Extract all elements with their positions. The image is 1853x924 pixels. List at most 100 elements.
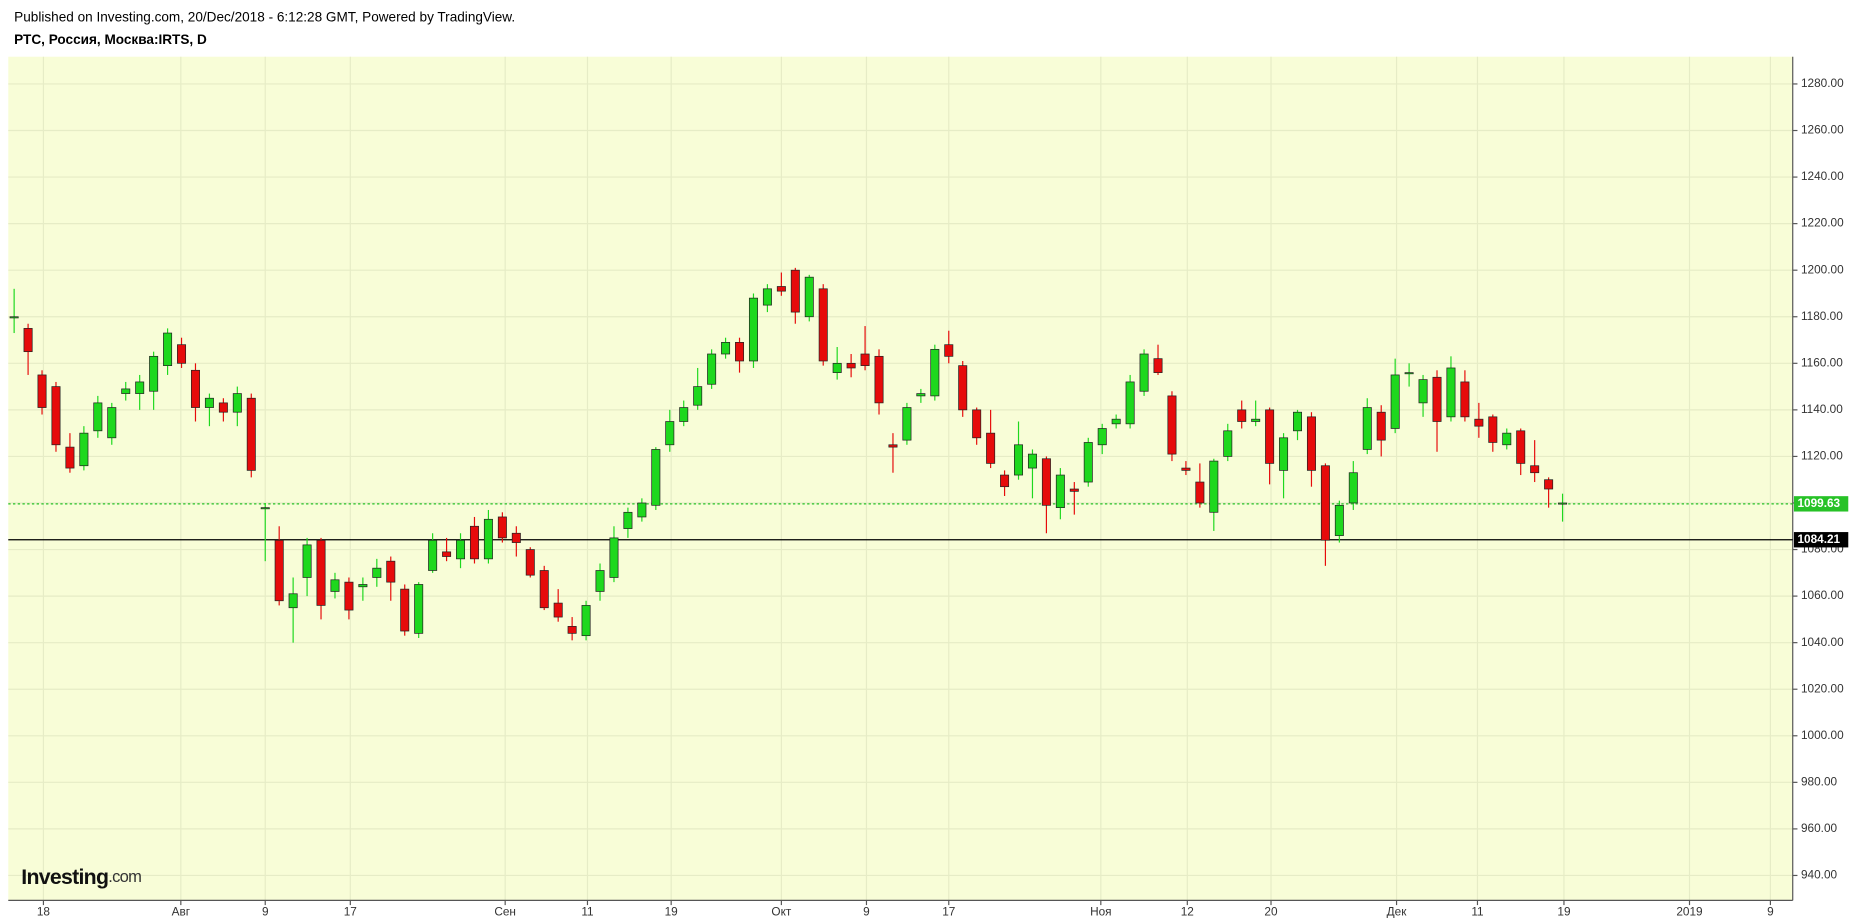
y-tick-label: 960.00 <box>1801 821 1838 835</box>
watermark-brand: Investing <box>21 865 108 889</box>
candle-body <box>790 269 800 313</box>
candle-body <box>1460 381 1470 418</box>
candle-body <box>288 593 298 609</box>
candle-body <box>693 386 703 406</box>
candle-body <box>804 276 814 318</box>
candle-body <box>260 507 270 510</box>
plot-area: 940.00 960.00 980.00 1000.00 1020.00 1040.00 1… <box>8 56 1849 918</box>
candle-body <box>1390 374 1400 429</box>
candle-body <box>1027 453 1037 469</box>
y-tick-label: 1200.00 <box>1801 262 1844 276</box>
candle-body <box>1083 442 1093 483</box>
candle-body <box>469 525 479 560</box>
y-tick-label: 1220.00 <box>1801 216 1844 230</box>
candle-body <box>986 432 996 464</box>
candle-body <box>1432 376 1442 422</box>
x-tick-label: 19 <box>665 904 678 918</box>
plot-background <box>8 56 1793 901</box>
candle-body <box>218 402 228 413</box>
candle-body <box>581 605 591 637</box>
candle-body <box>1279 437 1289 471</box>
candle-body <box>1474 418 1484 427</box>
candle-body <box>1348 472 1358 504</box>
x-tick-label: 11 <box>1471 904 1483 918</box>
candle-body <box>916 393 926 397</box>
x-tick-label: Ноя <box>1090 904 1111 918</box>
candle-body <box>135 381 145 394</box>
candle-body <box>1544 479 1554 490</box>
candle-body <box>344 581 354 611</box>
candle-body <box>930 348 940 397</box>
symbol-title: РТС, Россия, Москва:IRTS, D <box>14 32 207 47</box>
candle-body <box>107 407 117 439</box>
candle-body <box>1265 409 1275 464</box>
x-tick-label: 9 <box>863 904 870 918</box>
y-tick-label: 980.00 <box>1801 774 1838 788</box>
candle-body <box>246 397 256 471</box>
candle-body <box>1404 372 1414 375</box>
candle-body <box>1153 358 1163 373</box>
candle-body <box>204 397 214 408</box>
candle-body <box>762 288 772 306</box>
candle-body <box>190 369 200 408</box>
candle-body <box>1097 428 1107 446</box>
x-tick-label: 9 <box>1767 904 1774 918</box>
candle-body <box>846 362 856 369</box>
candle-body <box>483 518 493 560</box>
candle-body <box>372 567 382 578</box>
candle-body <box>1181 467 1191 471</box>
y-tick-label: 1020.00 <box>1801 681 1844 695</box>
y-tick-label: 1000.00 <box>1801 728 1844 742</box>
y-tick-label: 1040.00 <box>1801 635 1844 649</box>
candle-body <box>65 446 75 469</box>
candle-body <box>1293 411 1303 432</box>
candle-body <box>121 388 131 394</box>
y-tick-label: 1060.00 <box>1801 588 1844 602</box>
candle-body <box>1167 395 1177 455</box>
candle-body <box>79 432 89 467</box>
candle-body <box>1446 367 1456 418</box>
candle-body <box>51 386 61 446</box>
candle-body <box>651 449 661 506</box>
candle-body <box>442 551 452 557</box>
candle-body <box>1237 409 1247 422</box>
candle-body <box>1502 432 1512 446</box>
candle-body <box>9 316 19 319</box>
x-tick-label: Окт <box>771 904 791 918</box>
candle-body <box>958 365 968 411</box>
candle-body <box>944 344 954 357</box>
candle-body <box>1488 416 1498 443</box>
candle-body <box>1223 430 1233 457</box>
watermark-suffix: .com <box>108 867 141 886</box>
published-note: Published on Investing.com, 20/Dec/2018 … <box>14 9 515 24</box>
candle-body <box>888 444 898 448</box>
candle-body <box>553 602 563 618</box>
candle-body <box>400 588 410 632</box>
candle-body <box>567 626 577 634</box>
price-label-box <box>1793 496 1849 512</box>
candle-body <box>1209 460 1219 513</box>
candle-body <box>93 402 103 432</box>
x-tick-label: 9 <box>262 904 269 918</box>
candle-body <box>902 407 912 441</box>
candle-body <box>1516 430 1526 464</box>
candle-body <box>735 342 745 362</box>
candle-body <box>330 579 340 592</box>
candle-body <box>302 544 312 578</box>
candle-body <box>623 511 633 529</box>
candle-body <box>1111 418 1121 425</box>
candle-body <box>1041 458 1051 506</box>
candle-body <box>358 584 368 588</box>
candle-body <box>665 421 675 446</box>
candle-body <box>776 286 786 292</box>
x-tick-label: 11 <box>581 904 593 918</box>
y-tick-label: 1260.00 <box>1801 123 1844 137</box>
candle-body <box>456 539 466 560</box>
candle-body <box>972 409 982 439</box>
y-tick-label: 1140.00 <box>1801 402 1843 416</box>
candle-body <box>414 584 424 634</box>
candle-body <box>707 353 717 385</box>
y-tick-label: 1280.00 <box>1801 76 1844 90</box>
y-tick-label: 1180.00 <box>1801 309 1843 323</box>
